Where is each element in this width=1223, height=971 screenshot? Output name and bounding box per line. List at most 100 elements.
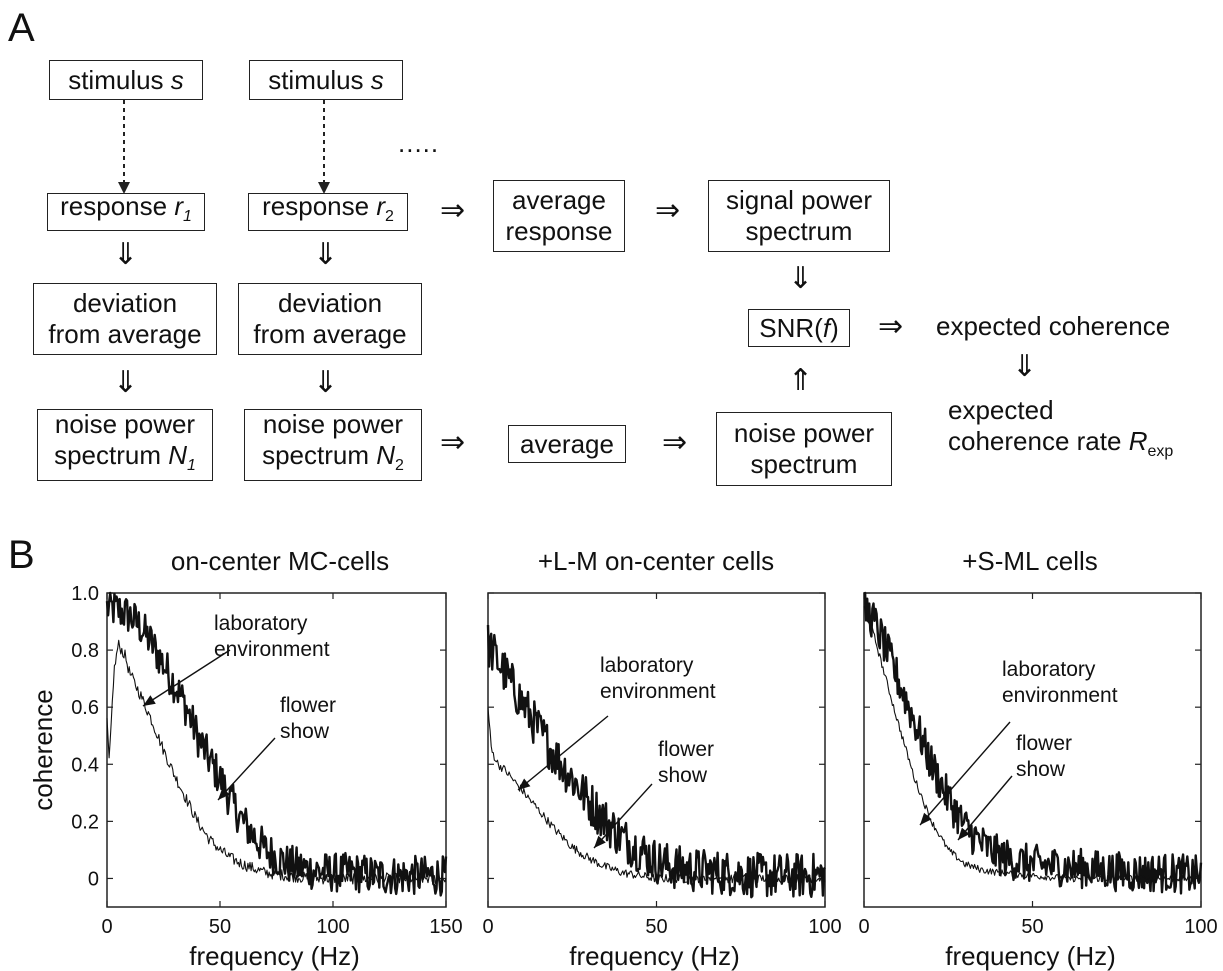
deviation-line2: from average [253, 319, 407, 349]
y-axis-label: coherence [28, 689, 58, 810]
annotation-text: laboratory [1002, 658, 1096, 681]
annotation-arrow [142, 649, 231, 707]
x-tick-label: 0 [482, 916, 493, 938]
response-box-2: response r2 [248, 191, 408, 231]
series-line-thick [863, 591, 1203, 895]
annotation-arrow-head [518, 778, 531, 790]
diagram-connectors [118, 100, 330, 194]
response-sub: 2 [384, 208, 394, 226]
noise-box-1: noise power spectrum N1 [37, 409, 213, 481]
response-label: response [262, 191, 370, 222]
snr-suffix: ) [830, 312, 839, 343]
dotted-arrow-1-head [118, 182, 130, 194]
y-tick-label: 0.8 [71, 640, 99, 662]
x-tick-label: 0 [101, 916, 112, 938]
expected-coherence-text: expected coherence [936, 311, 1171, 341]
response-sub: 1 [182, 208, 192, 226]
x-tick-label: 50 [645, 916, 667, 938]
annotation-text: show [658, 764, 708, 787]
y-tick-label: 0 [88, 868, 99, 890]
annotation-arrow [919, 721, 1011, 826]
y-tick-label: 0.4 [71, 754, 99, 776]
ellipsis-dots: ..... [398, 128, 440, 158]
average-response-line1: average [512, 185, 606, 215]
stimulus-label: stimulus [68, 64, 164, 95]
y-tick-label: 0.2 [71, 811, 99, 833]
average-label: average [520, 428, 614, 459]
response-var: r [174, 191, 183, 222]
response-var: r [376, 191, 385, 222]
signal-power-box: signal power spectrum [708, 180, 890, 252]
noise-box-2: noise power spectrum N2 [244, 409, 422, 481]
rate-sub: exp [1147, 443, 1174, 461]
double-arrow-down-icon: ⇓ [113, 366, 139, 399]
response-box-1: response r1 [47, 191, 205, 231]
average-response-line2: response [505, 216, 613, 246]
y-tick-label: 0.6 [71, 697, 99, 719]
noise-line1: noise power [54, 408, 196, 439]
rate-var: R [1128, 426, 1148, 456]
chart-title: +S-ML cells [962, 546, 1098, 576]
noise-var: N [376, 439, 396, 470]
annotation-text: show [280, 720, 330, 743]
noise-var: N [168, 439, 188, 470]
double-arrow-up-icon: ⇑ [788, 364, 814, 397]
x-tick-label: 0 [858, 916, 869, 938]
series-line-thick [486, 624, 826, 899]
stimulus-var: s [370, 64, 384, 95]
snr-prefix: SNR( [759, 312, 823, 343]
annotation-text: environment [1002, 684, 1118, 707]
stimulus-box-2: stimulus s [249, 60, 403, 100]
snr-var: f [822, 312, 831, 343]
double-arrow-down-icon: ⇓ [113, 238, 139, 271]
response-label: response [60, 191, 168, 222]
deviation-line1: deviation [72, 288, 178, 318]
signal-line1: signal power [726, 185, 872, 215]
chart-title: on-center MC-cells [171, 546, 389, 576]
average-box: average [508, 425, 626, 463]
panel-a-letter: A [8, 6, 35, 50]
series-line-thin [106, 639, 447, 885]
annotation-text: flower [280, 694, 336, 717]
panel-b-letter: B [8, 533, 35, 577]
series-line-thin [487, 707, 826, 884]
x-axis-label: frequency (Hz) [569, 941, 740, 971]
double-arrow-right-icon: ⇒ [440, 426, 466, 459]
noise-spectrum-box: noise power spectrum [716, 412, 892, 486]
average-response-box: average response [493, 180, 625, 252]
double-arrow-right-icon: ⇒ [662, 426, 688, 459]
annotation-arrow [957, 775, 1013, 841]
x-axis-label: frequency (Hz) [945, 941, 1116, 971]
annotation-text: laboratory [214, 612, 308, 635]
double-arrow-right-icon: ⇒ [440, 194, 466, 227]
expected-rate-line1: expected [948, 395, 1054, 425]
stimulus-var: s [170, 64, 184, 95]
annotation-arrow [593, 783, 653, 849]
x-tick-label: 50 [1021, 916, 1043, 938]
expected-rate-text: expected coherence rate Rexp [948, 395, 1173, 467]
chart-title: +L-M on-center cells [538, 546, 774, 576]
annotation-text: flower [658, 738, 714, 761]
double-arrow-right-icon: ⇒ [655, 194, 681, 227]
annotation-arrow-head [920, 812, 932, 825]
annotation-arrow-head [143, 695, 156, 706]
signal-line2: spectrum [745, 216, 853, 246]
snr-box: SNR(f) [748, 309, 850, 347]
plot-frame [106, 592, 447, 908]
noise-spectrum-line1: noise power [733, 418, 875, 448]
annotation-arrow [217, 737, 276, 801]
noise-sub: 2 [395, 457, 404, 475]
deviation-box-1: deviation from average [33, 283, 217, 355]
dotted-arrow-2-head [318, 182, 330, 194]
x-axis-label: frequency (Hz) [189, 941, 360, 971]
stimulus-label: stimulus [268, 64, 364, 95]
deviation-box-2: deviation from average [238, 283, 422, 355]
expected-rate-line2: coherence rate [948, 426, 1122, 456]
noise-line2: spectrum [54, 439, 161, 470]
annotation-text: show [1016, 758, 1066, 781]
deviation-line1: deviation [277, 288, 383, 318]
double-arrow-down-icon: ⇓ [313, 366, 339, 399]
double-arrow-down-icon: ⇓ [1012, 350, 1038, 383]
annotation-arrow [517, 715, 609, 791]
